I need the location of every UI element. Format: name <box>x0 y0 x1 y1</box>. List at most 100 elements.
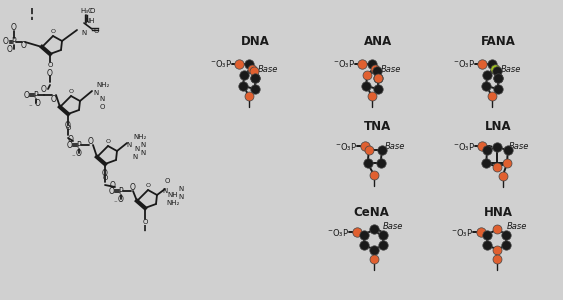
Point <box>482 148 491 153</box>
Point <box>358 61 367 66</box>
Point <box>478 61 487 66</box>
Text: N: N <box>140 142 146 148</box>
Text: LNA: LNA <box>485 120 511 134</box>
Point <box>368 94 377 99</box>
Text: O: O <box>65 125 71 131</box>
Point <box>491 67 500 71</box>
Text: O: O <box>69 89 74 94</box>
Text: N: N <box>178 194 184 200</box>
Text: O: O <box>88 136 94 146</box>
Text: O: O <box>109 187 115 196</box>
Text: ANA: ANA <box>364 35 392 48</box>
Point <box>239 72 248 77</box>
Text: N: N <box>82 30 87 36</box>
Point <box>239 83 248 88</box>
Point <box>488 94 497 99</box>
Text: O: O <box>24 91 30 100</box>
Point <box>493 247 502 252</box>
Text: HNA: HNA <box>484 206 512 219</box>
Point <box>494 87 503 92</box>
Point <box>494 76 503 80</box>
Text: P: P <box>119 187 123 196</box>
Point <box>372 68 381 73</box>
Point <box>370 227 379 232</box>
Text: DNA: DNA <box>240 35 270 48</box>
Point <box>362 83 371 88</box>
Point <box>482 232 491 237</box>
Text: O: O <box>102 169 108 178</box>
Point <box>373 76 382 80</box>
Text: Base: Base <box>501 64 521 74</box>
Text: Base: Base <box>508 142 529 151</box>
Text: O: O <box>110 181 116 190</box>
Text: O: O <box>7 46 13 55</box>
Point <box>251 76 260 80</box>
Text: O: O <box>90 8 95 14</box>
Point <box>251 87 260 92</box>
Point <box>502 232 511 237</box>
Text: ⁻: ⁻ <box>28 104 32 110</box>
Point <box>235 61 244 66</box>
Text: N: N <box>135 146 140 152</box>
Text: N: N <box>162 188 168 194</box>
Text: $^{-}$O₃P: $^{-}$O₃P <box>453 141 475 152</box>
Point <box>487 61 496 66</box>
Text: N: N <box>100 96 105 102</box>
Text: P: P <box>12 38 16 46</box>
Point <box>249 68 258 73</box>
Point <box>493 227 502 232</box>
Text: N: N <box>126 142 132 148</box>
Text: O: O <box>21 41 27 50</box>
Text: O: O <box>41 85 47 94</box>
Text: O: O <box>3 38 9 46</box>
Text: ⁻: ⁻ <box>71 154 75 160</box>
Point <box>359 243 368 248</box>
Point <box>373 76 382 80</box>
Point <box>502 243 511 248</box>
Text: P: P <box>34 91 38 100</box>
Text: $^{-}$O₃P: $^{-}$O₃P <box>453 58 475 69</box>
Text: Base: Base <box>507 222 528 231</box>
Text: O: O <box>164 178 169 184</box>
Point <box>367 61 376 66</box>
Text: TNA: TNA <box>364 120 392 134</box>
Text: O: O <box>118 194 124 203</box>
Point <box>493 164 502 169</box>
Point <box>379 243 388 248</box>
Point <box>359 232 368 237</box>
Text: $^{-}$O₃P: $^{-}$O₃P <box>451 226 473 238</box>
Text: Base: Base <box>258 64 278 74</box>
Point <box>379 232 388 237</box>
Point <box>498 174 507 179</box>
Point <box>478 144 487 149</box>
Point <box>482 161 491 166</box>
Text: NH: NH <box>85 18 95 24</box>
Point <box>377 148 386 153</box>
Text: O: O <box>68 134 74 143</box>
Point <box>373 87 382 92</box>
Text: CeNA: CeNA <box>353 206 389 219</box>
Point <box>360 144 369 149</box>
Text: NH₂: NH₂ <box>166 200 180 206</box>
Point <box>364 148 373 153</box>
Text: O: O <box>47 68 53 77</box>
Text: $^{-}$O₃P: $^{-}$O₃P <box>327 226 349 238</box>
Point <box>494 76 503 80</box>
Point <box>376 161 385 166</box>
Point <box>492 68 501 73</box>
Point <box>251 76 260 80</box>
Text: N: N <box>93 90 99 96</box>
Text: O: O <box>145 183 150 188</box>
Text: O: O <box>35 98 41 107</box>
Text: O: O <box>47 62 53 68</box>
Text: O: O <box>67 140 73 149</box>
Point <box>370 247 379 252</box>
Text: O: O <box>142 219 148 225</box>
Point <box>363 161 372 166</box>
Text: P: P <box>77 140 81 149</box>
Point <box>245 94 254 99</box>
Text: NH₂: NH₂ <box>133 134 146 140</box>
Text: NH: NH <box>168 192 178 198</box>
Point <box>503 148 512 153</box>
Text: O: O <box>102 175 108 181</box>
